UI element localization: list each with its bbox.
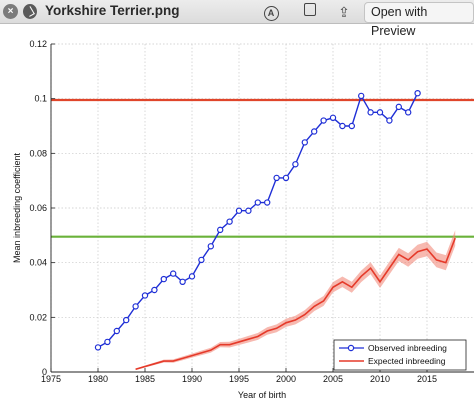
y-tick-label: 0.06 — [29, 203, 47, 213]
rotate-icon[interactable] — [301, 3, 319, 21]
reference-lines — [51, 98, 474, 238]
observed-point — [188, 273, 196, 280]
observed-point — [301, 139, 308, 146]
observed-point — [292, 161, 299, 168]
observed-inbreeding-line — [97, 92, 419, 349]
x-tick-label: 1980 — [88, 374, 108, 384]
observed-point — [104, 338, 111, 346]
share-icon[interactable]: ⇪ — [338, 4, 350, 20]
legend-observed-label: Observed inbreeding — [368, 343, 447, 353]
observed-point — [245, 207, 252, 214]
markup-letter: A — [263, 6, 279, 21]
checkmark-circle-icon — [23, 4, 37, 19]
y-tick-label: 0.02 — [29, 312, 47, 322]
close-icon[interactable]: × — [3, 4, 18, 19]
observed-point — [414, 89, 421, 97]
x-tick-label: 2010 — [370, 374, 390, 384]
expected-inbreeding-series — [135, 230, 456, 371]
y-tick-label: 0.04 — [29, 258, 47, 268]
x-tick-label: 1990 — [182, 374, 202, 384]
observed-point — [405, 109, 412, 116]
x-tick-label: 2015 — [417, 374, 437, 384]
observed-point — [329, 114, 337, 122]
y-tick-label: 0.12 — [29, 39, 47, 49]
y-tick-label: 0 — [42, 367, 47, 377]
chart-axes — [50, 43, 474, 373]
x-tick-label: 2000 — [276, 374, 296, 384]
chart-grid — [50, 43, 474, 373]
observed-point — [198, 256, 205, 264]
legend-observed-marker — [347, 344, 355, 352]
observed-point — [282, 174, 290, 182]
observed-point — [122, 316, 130, 324]
x-tick-label: 2005 — [323, 374, 343, 384]
observed-point — [169, 270, 177, 277]
expected-inbreeding-band — [135, 230, 456, 371]
x-tick-label: 1995 — [229, 374, 249, 384]
observed-point — [395, 103, 402, 111]
y-axis-label: Mean inbreeding coefficient — [12, 153, 22, 263]
observed-point — [348, 122, 355, 130]
observed-point — [264, 199, 271, 206]
observed-point — [386, 117, 393, 124]
expected-inbreeding-line — [135, 237, 456, 371]
y-tick-label: 0.1 — [34, 94, 47, 104]
x-tick-label: 1985 — [135, 374, 155, 384]
observed-inbreeding-series — [94, 89, 421, 351]
markup-pen-icon[interactable]: A — [262, 3, 280, 21]
observed-point — [273, 174, 280, 182]
open-with-preview-button[interactable]: Open with Preview — [364, 2, 474, 38]
observed-point — [216, 226, 224, 234]
observed-point — [254, 199, 261, 206]
window-titlebar: × Yorkshire Terrier.png A ⇪ Open with Pr… — [0, 0, 474, 38]
x-tick-label: 1975 — [41, 374, 61, 384]
y-tick-label: 0.08 — [29, 148, 47, 158]
observed-point — [235, 207, 243, 214]
observed-point — [226, 218, 233, 225]
legend-expected-label: Expected inbreeding — [368, 356, 446, 366]
observed-point — [207, 243, 214, 250]
observed-point — [132, 303, 139, 310]
observed-point — [141, 292, 149, 299]
observed-point — [151, 286, 158, 294]
observed-point — [320, 117, 327, 124]
observed-point — [113, 327, 121, 335]
inbreeding-chart: 1975 1980 1985 1990 1995 2000 2005 2010 2015 0 0.0… — [12, 39, 474, 400]
observed-point — [339, 122, 346, 130]
observed-point — [367, 109, 374, 116]
observed-point — [358, 92, 365, 100]
window-title: Yorkshire Terrier.png — [45, 3, 180, 18]
observed-point — [179, 278, 186, 285]
observed-point — [160, 275, 167, 283]
observed-point — [94, 344, 102, 351]
observed-point — [376, 109, 384, 116]
tick-labels: 1975 1980 1985 1990 1995 2000 2005 2010 2015 0 0.0… — [29, 39, 437, 384]
chart-legend: Observed inbreeding Expected inbreeding — [333, 339, 467, 371]
x-axis-label: Year of birth — [238, 390, 286, 400]
observed-point — [311, 128, 318, 135]
